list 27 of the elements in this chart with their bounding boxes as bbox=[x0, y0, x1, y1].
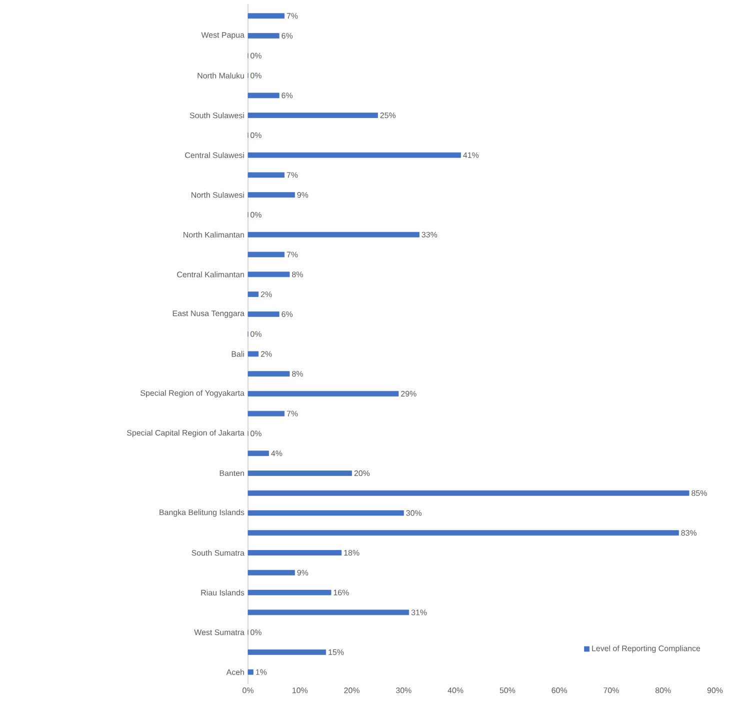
bar bbox=[248, 391, 399, 396]
bar bbox=[248, 112, 378, 118]
bar bbox=[248, 649, 326, 655]
bar bbox=[248, 410, 285, 416]
bar bbox=[248, 669, 254, 675]
bar bbox=[248, 292, 259, 297]
bar bbox=[248, 232, 420, 238]
bar bbox=[248, 192, 295, 198]
bar bbox=[248, 172, 285, 178]
bar bbox=[248, 272, 290, 278]
bar bbox=[248, 13, 285, 19]
bar bbox=[248, 152, 461, 158]
bar bbox=[248, 470, 352, 476]
bar bbox=[248, 510, 404, 516]
bar bbox=[248, 550, 342, 556]
bar bbox=[248, 610, 410, 616]
bar bbox=[248, 92, 280, 98]
bar bbox=[248, 371, 290, 377]
bar bbox=[248, 450, 269, 456]
bar bbox=[248, 490, 690, 496]
bar bbox=[248, 570, 295, 576]
bar bbox=[248, 33, 280, 39]
bar bbox=[248, 252, 285, 258]
bar bbox=[248, 590, 332, 596]
bar bbox=[248, 311, 280, 317]
bar bbox=[248, 530, 679, 536]
bar bbox=[248, 351, 259, 357]
